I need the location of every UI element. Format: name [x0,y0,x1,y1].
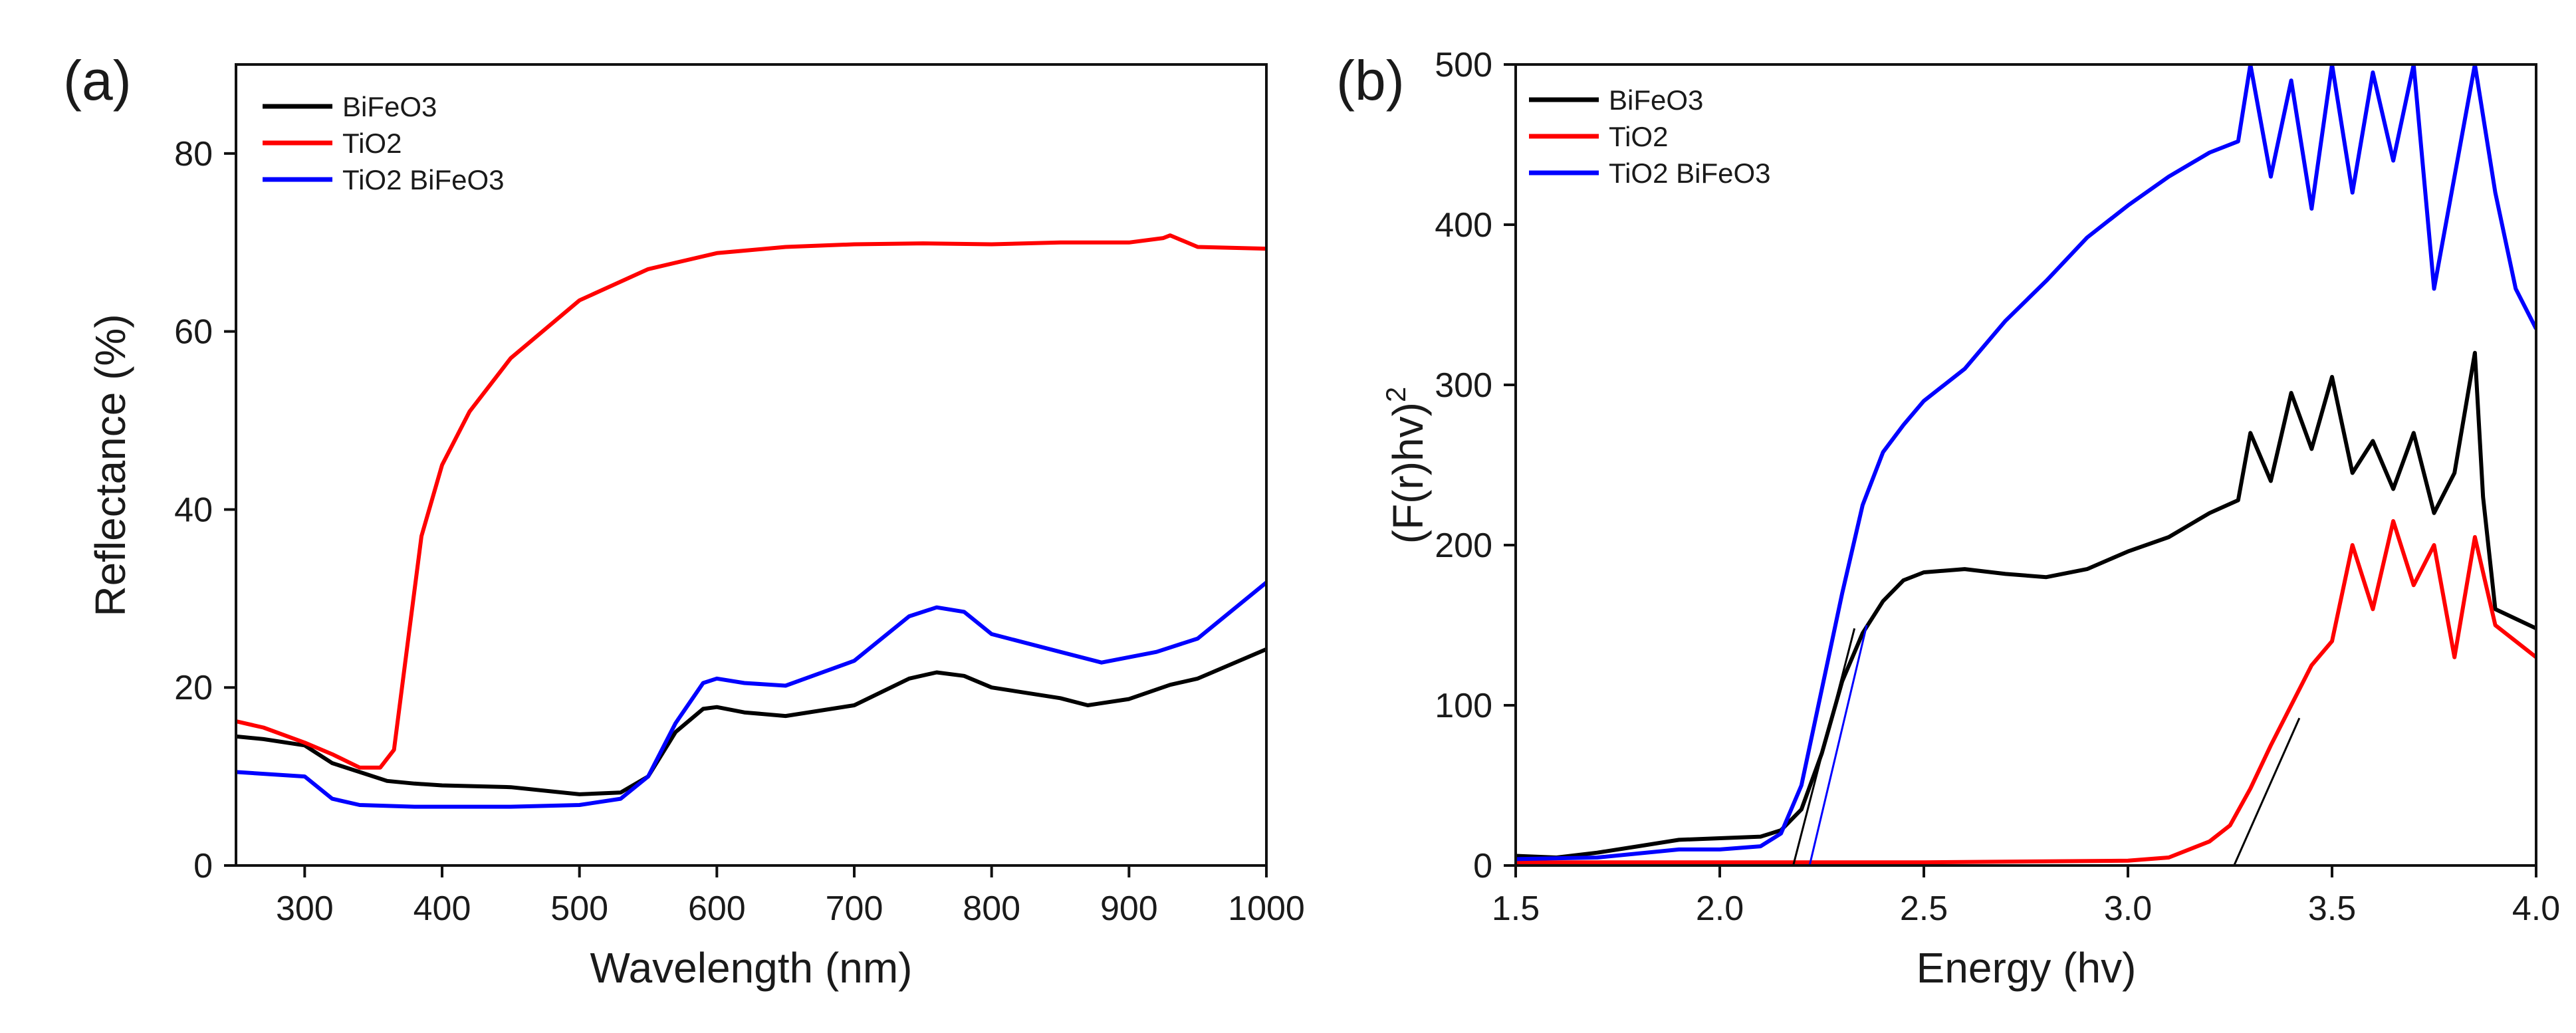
panel-a-label: (a) [63,49,132,112]
panel-b-ylabel-main: (F(r)hv) [1384,402,1432,544]
panel-b-tangent-fit-line [1808,625,1868,865]
panel-a-legend-label: BiFeO3 [342,91,437,122]
panel-b-legend: BiFeO3 TiO2 TiO2 BiFeO3 [1529,84,1771,189]
panel-b-x-tick-label: 4.0 [2512,889,2560,928]
panel-b-y-tick-label: 0 [1473,847,1492,885]
panel-a-x-tick-label: 500 [550,889,608,928]
panel-b-series-tio2-bifeo3 [1516,64,2536,861]
panel-b-legend-label: TiO2 [1609,121,1668,152]
panel-b-y-tick-label: 400 [1435,206,1492,245]
panel-a-ylabel: Reflectance (%) [86,314,134,616]
panel-b-y-tick-label: 300 [1435,366,1492,405]
panel-a-legend: BiFeO3 TiO2 TiO2 BiFeO3 [263,91,505,195]
panel-a-y-tick-label: 0 [193,847,213,885]
panel-a-series-tio2-bifeo3 [236,580,1266,809]
panel-a-xlabel: Wavelength (nm) [590,944,913,992]
panel-b-legend-label: TiO2 BiFeO3 [1609,158,1771,189]
panel-b-series-bifeo3 [1516,350,2536,860]
panel-a-x-tick-label: 1000 [1228,889,1305,928]
panel-a-y-tick-label: 80 [174,135,213,173]
panel-b-tangent-fit-line [2233,717,2301,865]
panel-a-x-tick-label: 400 [413,889,471,928]
panel-b-ylabel-superscript: 2 [1380,387,1411,402]
panel-b-ylabel: (F(r)hv)2 [1380,387,1432,544]
panel-a-y-tick-label: 60 [174,313,213,352]
panel-a-y-tick-label: 20 [174,669,213,707]
panel-b-plot-frame [1514,63,2537,867]
panel-b-x-tick-label: 2.0 [1696,889,1744,928]
panel-a-series-bifeo3 [236,647,1266,796]
panel-a-series-tio2 [236,233,1266,770]
panel-a-y-tick-label: 40 [174,491,213,529]
panel-a-series [236,233,1266,809]
panel-a-plot-frame [235,63,1268,867]
panel-a-x-tick-label: 800 [963,889,1020,928]
panel-a-x-tick-label: 900 [1100,889,1158,928]
panel-a: (a) 300 400 500 600 700 800 900 1000 0 20 40 60 80 W… [63,49,1305,992]
panel-b-x-tick-label: 3.5 [2308,889,2356,928]
panel-b-label: (b) [1336,49,1405,112]
panel-a-ticks: 300 400 500 600 700 800 900 1000 0 20 40 60 80 [174,135,1305,928]
panel-b-series [1516,64,2536,865]
panel-b-x-tick-label: 2.5 [1900,889,1948,928]
panel-a-x-tick-label: 300 [276,889,334,928]
panel-a-x-tick-label: 600 [688,889,746,928]
panel-b-legend-label: BiFeO3 [1609,84,1703,116]
panel-a-legend-label: TiO2 [342,128,402,159]
panel-b-y-tick-label: 200 [1435,526,1492,565]
panel-b-tangent-fit-line [1792,628,1856,865]
panel-b: (b) 1.5 2.0 2.5 3.0 3.5 4.0 0 100 200 300 400 500 E… [1336,46,2560,992]
panel-b-x-tick-label: 1.5 [1492,889,1540,928]
panel-b-ticks: 1.5 2.0 2.5 3.0 3.5 4.0 0 100 200 300 400 500 [1435,46,2560,928]
panel-b-y-tick-label: 500 [1435,46,1492,84]
panel-b-y-tick-label: 100 [1435,687,1492,725]
panel-a-legend-label: TiO2 BiFeO3 [342,164,505,195]
panel-a-x-tick-label: 700 [826,889,883,928]
panel-b-xlabel: Energy (hv) [1917,944,2137,992]
panel-b-series-tio2 [1516,518,2536,865]
panel-b-x-tick-label: 3.0 [2104,889,2152,928]
